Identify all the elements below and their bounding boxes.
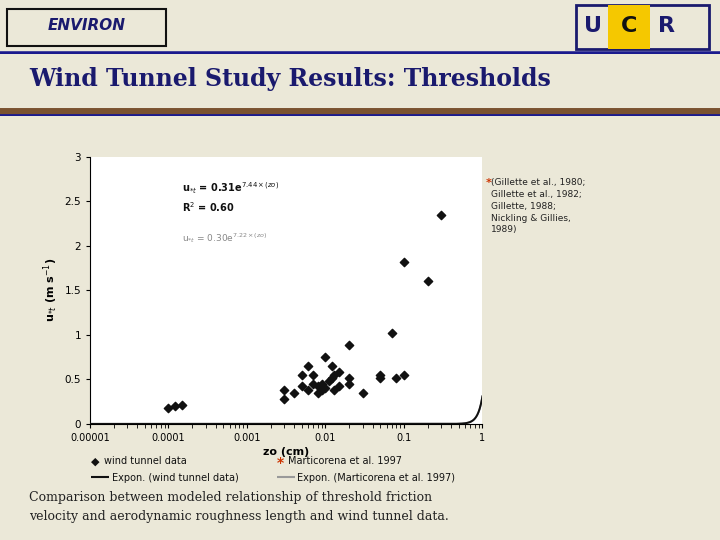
Text: Wind Tunnel Study Results: Thresholds: Wind Tunnel Study Results: Thresholds <box>29 67 551 91</box>
Text: R: R <box>657 16 675 36</box>
Point <box>326 362 338 370</box>
Text: wind tunnel data: wind tunnel data <box>104 456 187 467</box>
Point <box>302 362 314 370</box>
Point <box>289 388 300 397</box>
Point <box>374 370 386 379</box>
Text: ENVIRON: ENVIRON <box>48 18 125 33</box>
Point <box>302 386 314 394</box>
Point <box>296 382 307 391</box>
Text: Marticorena et al. 1997: Marticorena et al. 1997 <box>288 456 402 467</box>
Point <box>307 380 319 388</box>
Point <box>312 388 323 397</box>
Point <box>357 388 369 397</box>
Point <box>436 210 447 219</box>
Point <box>326 373 338 382</box>
Text: R$^2$ = 0.60: R$^2$ = 0.60 <box>182 200 235 214</box>
Text: Expon. (Marticorena et al. 1997): Expon. (Marticorena et al. 1997) <box>297 473 455 483</box>
Point <box>343 373 355 382</box>
Point <box>316 386 328 394</box>
Point <box>279 395 290 403</box>
Point <box>169 402 181 410</box>
Point <box>163 403 174 412</box>
Point <box>328 370 340 379</box>
Text: (Gillette et al., 1980;
Gillette et al., 1982;
Gillette, 1988;
Nickling & Gillie: (Gillette et al., 1980; Gillette et al.,… <box>491 178 585 234</box>
Point <box>422 277 433 286</box>
Text: u$_{*t}$ = 0.30e$^{7.22\times(zo)}$: u$_{*t}$ = 0.30e$^{7.22\times(zo)}$ <box>182 231 268 245</box>
Point <box>398 370 410 379</box>
Point <box>316 380 328 388</box>
Text: ◆: ◆ <box>91 456 100 467</box>
Text: C: C <box>621 16 637 36</box>
Point <box>323 377 335 386</box>
Text: Expon. (wind tunnel data): Expon. (wind tunnel data) <box>112 473 238 483</box>
Text: u$_{*t}$ = 0.31e$^{7.44\times(zo)}$: u$_{*t}$ = 0.31e$^{7.44\times(zo)}$ <box>182 180 279 196</box>
Text: *: * <box>485 178 491 188</box>
Point <box>296 370 307 379</box>
Point <box>343 380 355 388</box>
Point <box>307 370 319 379</box>
Text: *: * <box>277 456 284 470</box>
Point <box>398 258 410 266</box>
Point <box>312 382 323 391</box>
Text: U: U <box>583 16 601 36</box>
Point <box>279 386 290 394</box>
Point <box>343 341 355 350</box>
Point <box>176 401 188 409</box>
X-axis label: zo (cm): zo (cm) <box>263 447 310 457</box>
Point <box>333 382 345 391</box>
Point <box>386 329 397 338</box>
Point <box>320 384 331 393</box>
Point <box>374 373 386 382</box>
Text: Comparison between modeled relationship of threshold friction: Comparison between modeled relationship … <box>29 491 432 504</box>
Point <box>320 353 331 361</box>
FancyBboxPatch shape <box>608 5 650 49</box>
Y-axis label: u$_{*t}$ (m s$^{-1}$): u$_{*t}$ (m s$^{-1}$) <box>42 258 60 322</box>
Point <box>328 386 340 394</box>
Text: velocity and aerodynamic roughness length and wind tunnel data.: velocity and aerodynamic roughness lengt… <box>29 510 449 523</box>
Point <box>333 368 345 376</box>
Point <box>390 373 402 382</box>
